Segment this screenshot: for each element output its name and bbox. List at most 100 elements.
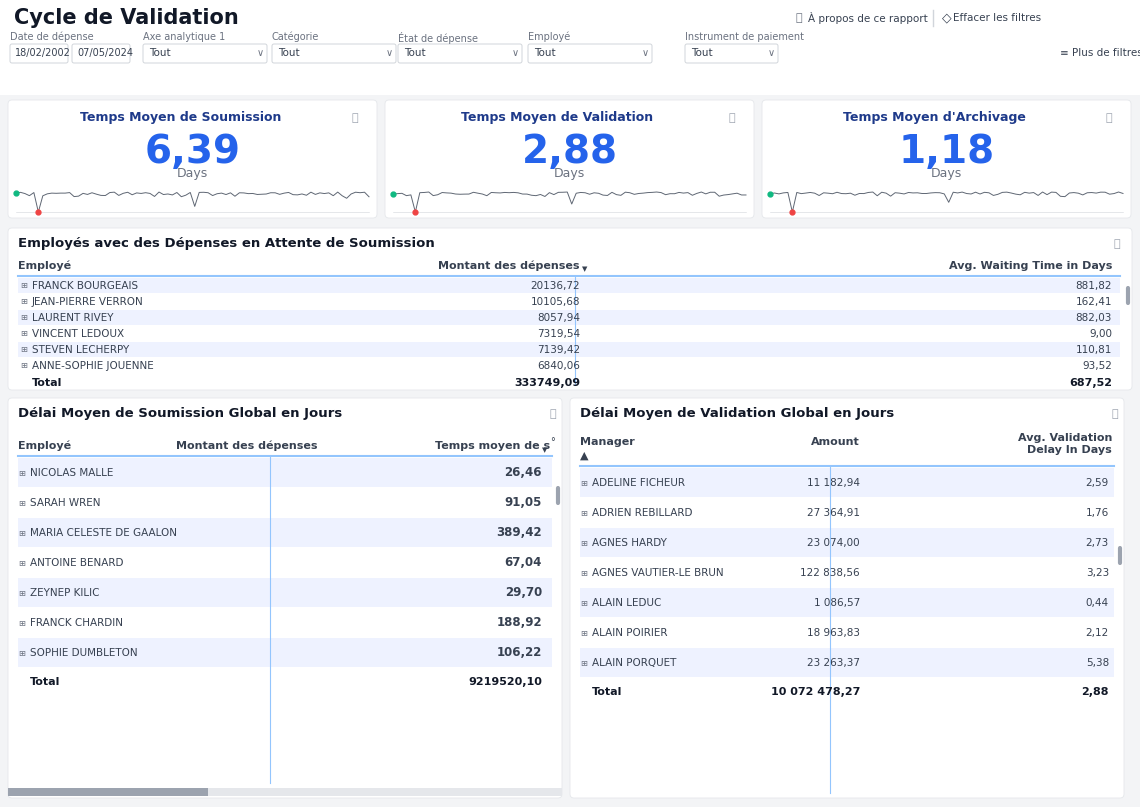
Text: °: ° — [549, 437, 555, 447]
Text: Date de dépense: Date de dépense — [10, 32, 93, 43]
Text: ∨: ∨ — [642, 48, 649, 58]
FancyBboxPatch shape — [142, 44, 267, 63]
Bar — [580, 468, 1114, 497]
Text: ⊞: ⊞ — [580, 659, 587, 667]
Text: Tout: Tout — [534, 48, 555, 58]
FancyBboxPatch shape — [762, 100, 1131, 218]
Text: ⊞: ⊞ — [580, 508, 587, 517]
FancyBboxPatch shape — [8, 100, 377, 218]
Text: ⊞: ⊞ — [21, 362, 27, 370]
Text: ANNE-SOPHIE JOUENNE: ANNE-SOPHIE JOUENNE — [32, 361, 154, 371]
Text: ADRIEN REBILLARD: ADRIEN REBILLARD — [592, 508, 692, 518]
FancyBboxPatch shape — [272, 44, 396, 63]
Text: 8057,94: 8057,94 — [537, 313, 580, 323]
Text: Tout: Tout — [149, 48, 171, 58]
Text: STEVEN LECHERPY: STEVEN LECHERPY — [32, 345, 129, 355]
Text: Montant des dépenses: Montant des dépenses — [177, 441, 318, 451]
Bar — [580, 498, 1114, 527]
Text: Délai Moyen de Soumission Global en Jours: Délai Moyen de Soumission Global en Jour… — [18, 408, 342, 420]
Text: Employé: Employé — [528, 32, 570, 43]
Text: 122 838,56: 122 838,56 — [800, 568, 860, 578]
Bar — [580, 618, 1114, 647]
Bar — [18, 578, 552, 607]
Text: ⊞: ⊞ — [21, 345, 27, 354]
Text: 91,05: 91,05 — [505, 496, 542, 509]
Text: FRANCK BOURGEAIS: FRANCK BOURGEAIS — [32, 281, 138, 291]
FancyBboxPatch shape — [8, 398, 562, 798]
Text: ⊞: ⊞ — [18, 618, 25, 628]
Text: État de dépense: État de dépense — [398, 32, 478, 44]
Text: Tout: Tout — [404, 48, 425, 58]
Text: 18/02/2002: 18/02/2002 — [15, 48, 71, 58]
Text: Days: Days — [177, 168, 209, 181]
Text: 3,23: 3,23 — [1085, 568, 1109, 578]
Text: ∨: ∨ — [386, 48, 393, 58]
Text: 7139,42: 7139,42 — [537, 345, 580, 355]
Text: ⊞: ⊞ — [21, 298, 27, 307]
Text: ⊞: ⊞ — [21, 313, 27, 323]
Text: Employé: Employé — [18, 441, 71, 451]
Text: 10 072 478,27: 10 072 478,27 — [771, 687, 860, 697]
Text: 1,18: 1,18 — [898, 133, 994, 171]
Bar — [18, 458, 552, 487]
Text: LAURENT RIVEY: LAURENT RIVEY — [32, 313, 114, 323]
Bar — [18, 638, 552, 667]
Text: 0,44: 0,44 — [1086, 598, 1109, 608]
Text: ALAIN PORQUET: ALAIN PORQUET — [592, 658, 676, 668]
Text: 11 182,94: 11 182,94 — [807, 478, 860, 488]
Bar — [8, 788, 562, 796]
Text: À propos de ce rapport: À propos de ce rapport — [808, 12, 928, 24]
Text: 9219520,10: 9219520,10 — [469, 677, 542, 687]
FancyBboxPatch shape — [8, 228, 1132, 390]
Text: ▲: ▲ — [580, 451, 588, 461]
Text: ⊞: ⊞ — [18, 499, 25, 508]
Text: ◇: ◇ — [942, 11, 952, 24]
Text: ∨: ∨ — [512, 48, 519, 58]
Text: ⊞: ⊞ — [18, 529, 25, 537]
Text: Cycle de Validation: Cycle de Validation — [14, 8, 238, 28]
Text: ⊞: ⊞ — [580, 538, 587, 547]
Text: ⊞: ⊞ — [18, 558, 25, 567]
Text: 5,38: 5,38 — [1085, 658, 1109, 668]
Text: ≡ Plus de filtres: ≡ Plus de filtres — [1060, 48, 1140, 58]
Text: SOPHIE DUMBLETON: SOPHIE DUMBLETON — [30, 648, 138, 658]
Text: 23 263,37: 23 263,37 — [807, 658, 860, 668]
Text: 1,76: 1,76 — [1085, 508, 1109, 518]
Text: 6,39: 6,39 — [145, 133, 241, 171]
Text: ⊞: ⊞ — [18, 588, 25, 597]
Text: 882,03: 882,03 — [1076, 313, 1112, 323]
Text: Délai Moyen de Validation Global en Jours: Délai Moyen de Validation Global en Jour… — [580, 408, 894, 420]
Text: 9,00: 9,00 — [1089, 329, 1112, 339]
Text: Effacer les filtres: Effacer les filtres — [953, 13, 1041, 23]
Bar — [580, 528, 1114, 557]
Text: VINCENT LEDOUX: VINCENT LEDOUX — [32, 329, 124, 339]
Text: 93,52: 93,52 — [1082, 361, 1112, 371]
Text: 2,73: 2,73 — [1085, 538, 1109, 548]
FancyBboxPatch shape — [398, 44, 522, 63]
Text: 26,46: 26,46 — [505, 466, 542, 479]
Text: AGNES VAUTIER-LE BRUN: AGNES VAUTIER-LE BRUN — [592, 568, 724, 578]
Text: ∨: ∨ — [256, 48, 264, 58]
Text: ⊞: ⊞ — [18, 469, 25, 478]
Text: Catégorie: Catégorie — [272, 32, 319, 43]
Text: ALAIN LEDUC: ALAIN LEDUC — [592, 598, 661, 608]
Text: 2,59: 2,59 — [1085, 478, 1109, 488]
Text: Days: Days — [554, 168, 585, 181]
Text: MARIA CELESTE DE GAALON: MARIA CELESTE DE GAALON — [30, 528, 177, 538]
FancyBboxPatch shape — [10, 44, 68, 63]
FancyBboxPatch shape — [570, 398, 1124, 798]
Text: 687,52: 687,52 — [1069, 378, 1112, 388]
Text: 110,81: 110,81 — [1076, 345, 1112, 355]
Text: Tout: Tout — [691, 48, 712, 58]
Text: FRANCK CHARDIN: FRANCK CHARDIN — [30, 618, 123, 628]
Text: 23 074,00: 23 074,00 — [807, 538, 860, 548]
Text: ⊞: ⊞ — [580, 568, 587, 578]
FancyBboxPatch shape — [528, 44, 652, 63]
Text: Tout: Tout — [278, 48, 300, 58]
Text: ⓘ: ⓘ — [351, 113, 358, 123]
Text: Temps moyen de s: Temps moyen de s — [434, 441, 549, 451]
Text: 7319,54: 7319,54 — [537, 329, 580, 339]
Text: 18 963,83: 18 963,83 — [807, 628, 860, 638]
Text: ⊞: ⊞ — [18, 649, 25, 658]
Text: 67,04: 67,04 — [505, 557, 542, 570]
